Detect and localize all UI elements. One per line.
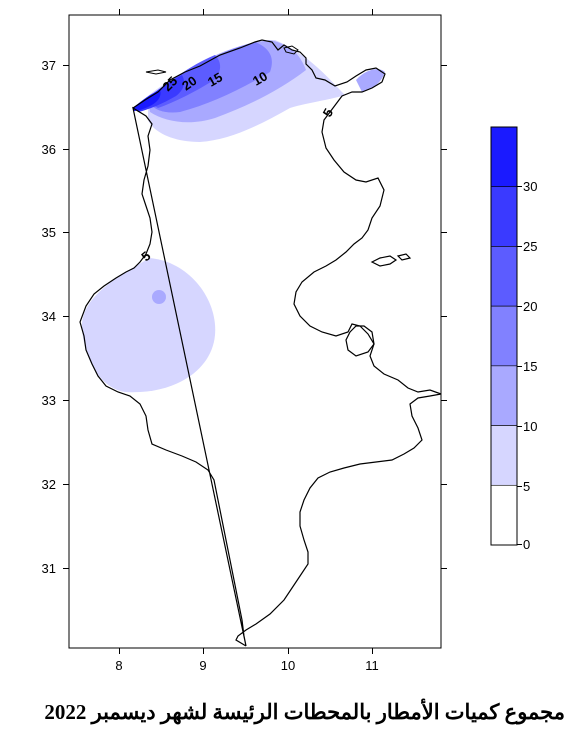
legend-tick-label: 25 xyxy=(523,239,537,254)
kerkennah-islands xyxy=(370,253,412,267)
map-caption: مجموع كميات الأمطار بالمحطات الرئيسة لشه… xyxy=(44,700,565,724)
legend-ticks xyxy=(517,186,522,545)
bizerte-lake xyxy=(283,45,299,55)
x-tick-label: 8 xyxy=(115,658,122,673)
rain-zone-south-10-15 xyxy=(152,290,166,304)
legend-tick-label: 5 xyxy=(523,479,530,494)
y-tick-label: 36 xyxy=(42,142,56,157)
rain-zone-south-5-10 xyxy=(81,258,216,393)
legend-band xyxy=(490,305,518,367)
x-axis xyxy=(119,9,373,654)
y-tick-label: 37 xyxy=(42,58,56,73)
legend-band xyxy=(490,126,518,188)
contour-label-15: 15 xyxy=(205,69,225,89)
legend-band xyxy=(490,484,518,546)
legend-tick-label: 0 xyxy=(523,537,530,552)
contour-label-10: 10 xyxy=(250,68,270,88)
legend-colorbar xyxy=(490,126,518,546)
y-tick-label: 34 xyxy=(42,309,56,324)
x-tick-label: 10 xyxy=(281,658,295,673)
legend-band xyxy=(490,246,518,307)
galite-islet xyxy=(145,69,167,75)
y-tick-label: 31 xyxy=(42,561,56,576)
legend-tick-label: 20 xyxy=(523,299,537,314)
rainfall-map: 25 20 15 10 5 5 8 9 10 11 37 36 35 34 33 xyxy=(42,9,537,673)
legend-band xyxy=(490,365,518,426)
legend-tick-label: 10 xyxy=(523,419,537,434)
y-tick-label: 33 xyxy=(42,393,56,408)
y-axis xyxy=(63,65,447,569)
x-tick-label: 9 xyxy=(199,658,206,673)
legend-band xyxy=(490,186,518,247)
djerba-island xyxy=(345,325,375,357)
y-tick-label: 32 xyxy=(42,477,56,492)
contour-label-20: 20 xyxy=(179,73,199,94)
legend-band xyxy=(490,425,518,486)
legend-frame xyxy=(490,126,518,546)
rain-zone-capbon xyxy=(356,69,385,92)
country-boundary xyxy=(79,39,442,647)
y-tick-label: 35 xyxy=(42,225,56,240)
legend-tick-label: 15 xyxy=(523,359,537,374)
legend-tick-label: 30 xyxy=(523,179,537,194)
x-tick-label: 11 xyxy=(365,658,379,673)
